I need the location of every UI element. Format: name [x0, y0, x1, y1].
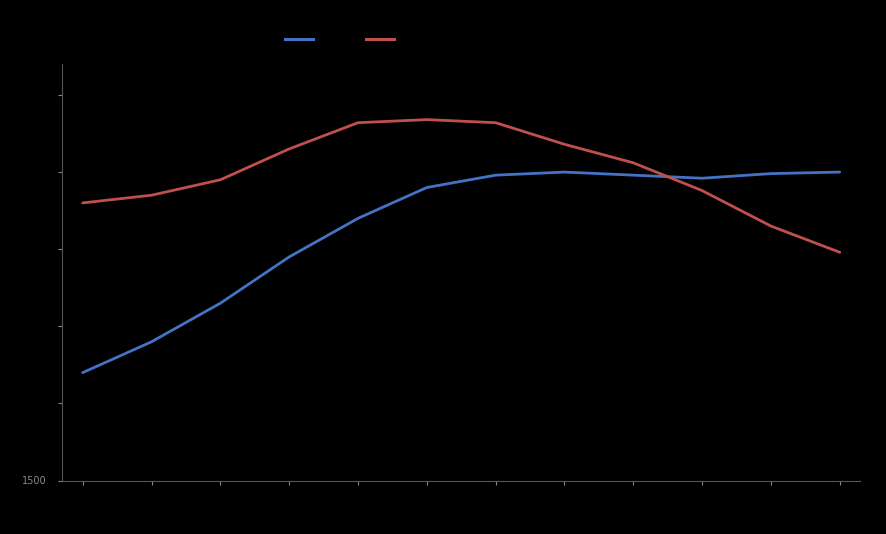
Legend: , : , — [280, 29, 402, 52]
Text: 1500: 1500 — [21, 476, 46, 485]
